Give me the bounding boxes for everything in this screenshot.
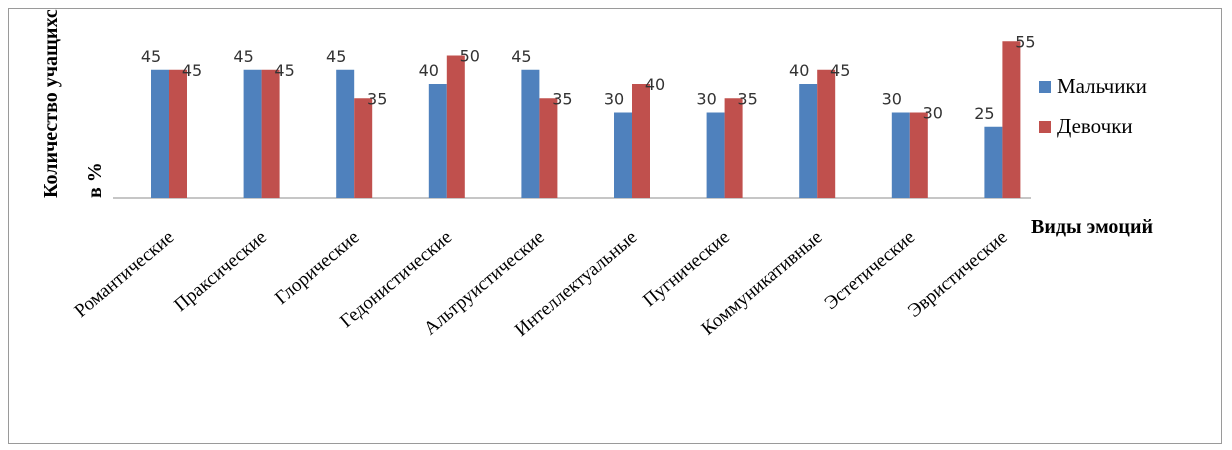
data-label-boys-3: 45 bbox=[326, 47, 346, 66]
data-label-boys-8: 40 bbox=[789, 61, 809, 80]
legend-swatch-boys bbox=[1039, 81, 1051, 93]
category-label-9: Эстетические bbox=[821, 227, 919, 314]
data-label-boys-9: 30 bbox=[882, 90, 902, 109]
category-label-2: Праксические bbox=[170, 227, 271, 316]
bar-girls-8 bbox=[817, 69, 836, 198]
data-label-girls-10: 55 bbox=[1015, 32, 1035, 51]
data-label-boys-10: 25 bbox=[974, 104, 994, 123]
bar-boys-4 bbox=[428, 84, 447, 198]
bar-boys-1 bbox=[151, 69, 169, 198]
data-label-girls-2: 45 bbox=[274, 61, 294, 80]
bar-boys-6 bbox=[614, 112, 632, 198]
bar-girls-10 bbox=[1002, 41, 1021, 198]
data-label-girls-9: 30 bbox=[923, 104, 943, 123]
bar-chart: 45 45 45 45 45 35 40 50 45 35 30 40 30 35 40 45 30 30 25 55… bbox=[40, 9, 1153, 341]
category-label-7: Пугнические bbox=[639, 227, 734, 311]
bar-boys-5 bbox=[521, 69, 540, 198]
legend-label-boys: Мальчики bbox=[1057, 74, 1147, 98]
y-axis-title-line1: Количество учащихся, bbox=[40, 9, 62, 198]
bar-girls-4 bbox=[446, 55, 465, 198]
bar-girls-2 bbox=[261, 69, 280, 198]
bar-girls-5 bbox=[539, 98, 558, 198]
category-label-3: Глорические bbox=[271, 227, 363, 309]
legend-label-girls: Девочки bbox=[1057, 114, 1133, 138]
bar-girls-1 bbox=[169, 69, 187, 198]
data-label-boys-1: 45 bbox=[141, 47, 161, 66]
bar-boys-3 bbox=[336, 69, 355, 198]
y-axis-title-line2: в % bbox=[84, 162, 106, 198]
data-label-girls-1: 45 bbox=[182, 61, 202, 80]
bar-boys-9 bbox=[891, 112, 910, 198]
bar-boys-10 bbox=[984, 126, 1003, 198]
bar-boys-8 bbox=[799, 84, 818, 198]
bar-girls-9 bbox=[909, 112, 928, 198]
data-label-girls-3: 35 bbox=[367, 89, 387, 108]
category-label-10: Эвристические bbox=[904, 227, 1012, 322]
data-label-boys-5: 45 bbox=[511, 47, 531, 66]
bar-boys-7 bbox=[706, 112, 725, 198]
data-label-boys-4: 40 bbox=[419, 61, 439, 80]
x-axis-title: Виды эмоций bbox=[1031, 216, 1153, 238]
data-label-boys-7: 30 bbox=[696, 90, 716, 109]
chart-frame: 45 45 45 45 45 35 40 50 45 35 30 40 30 35 40 45 30 30 25 55… bbox=[8, 8, 1222, 444]
data-label-girls-5: 35 bbox=[552, 89, 572, 108]
bar-girls-7 bbox=[724, 98, 743, 198]
bar-boys-2 bbox=[243, 69, 262, 198]
bar-girls-6 bbox=[632, 84, 650, 198]
legend: Мальчики Девочки bbox=[1039, 74, 1147, 138]
legend-swatch-girls bbox=[1039, 121, 1051, 133]
data-label-boys-6: 30 bbox=[604, 90, 624, 109]
data-label-boys-2: 45 bbox=[233, 47, 253, 66]
data-label-girls-7: 35 bbox=[737, 89, 757, 108]
data-label-girls-6: 40 bbox=[645, 75, 665, 94]
data-label-girls-8: 45 bbox=[830, 61, 850, 80]
category-label-1: Романтические bbox=[71, 227, 179, 322]
bar-girls-3 bbox=[354, 98, 373, 198]
data-label-girls-4: 50 bbox=[460, 47, 480, 66]
